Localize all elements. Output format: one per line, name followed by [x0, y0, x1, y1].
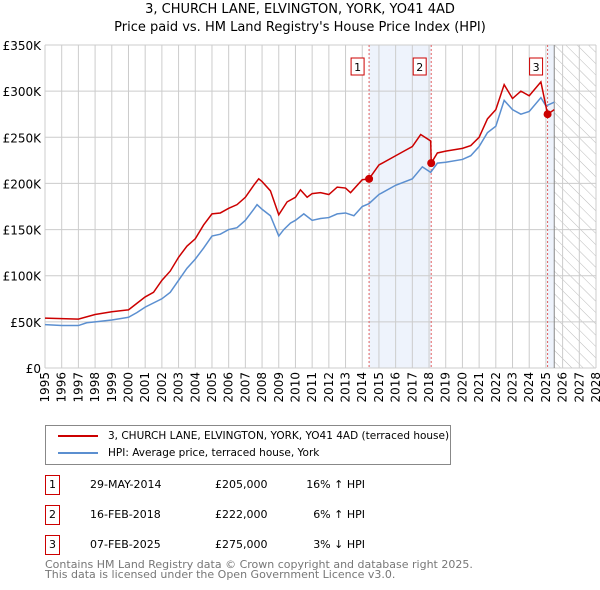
y-tick-label: £100K — [3, 270, 43, 284]
sale-point — [427, 159, 436, 168]
sale-label: 3 — [533, 61, 540, 74]
sale-label-box — [350, 57, 365, 76]
x-tick-label: 2008 — [255, 372, 269, 403]
y-tick-label: £0 — [26, 362, 41, 376]
y-tick-label: £150K — [3, 224, 43, 238]
x-tick-label: 2018 — [422, 372, 436, 403]
x-tick-label: 2028 — [589, 372, 600, 403]
sale-date: 07-FEB-2025 — [90, 538, 161, 551]
legend-label: 3, CHURCH LANE, ELVINGTON, YORK, YO41 4A… — [108, 430, 450, 442]
sale-label: 2 — [416, 61, 423, 74]
sale-point — [543, 110, 552, 119]
x-tick-label: 1996 — [55, 372, 69, 403]
x-tick-label: 2020 — [455, 372, 469, 403]
chart-title: 3, CHURCH LANE, ELVINGTON, YORK, YO41 4A… — [145, 2, 455, 17]
sale-price: £205,000 — [215, 478, 268, 491]
x-tick-label: 2010 — [288, 372, 302, 403]
x-tick-label: 2011 — [305, 372, 319, 403]
sale-date: 16-FEB-2018 — [90, 508, 161, 521]
x-tick-label: 2014 — [355, 372, 369, 403]
x-tick-label: 2017 — [405, 372, 419, 403]
x-tick-label: 2007 — [238, 372, 252, 403]
sale-hpi: 16% ↑ HPI — [306, 478, 365, 491]
x-tick-label: 2025 — [539, 372, 553, 403]
sale-row: 2 16-FEB-2018 £222,000 6% ↑ HPI — [45, 505, 445, 525]
footer-line: This data is licensed under the Open Gov… — [45, 568, 396, 581]
legend-label: HPI: Average price, terraced house, York — [108, 447, 320, 459]
y-tick-label: £200K — [3, 177, 43, 191]
chart-subtitle: Price paid vs. HM Land Registry's House … — [114, 20, 486, 35]
x-tick-label: 2022 — [489, 372, 503, 403]
sale-label-box — [412, 57, 427, 76]
x-tick-label: 2009 — [272, 372, 286, 403]
x-tick-label: 1998 — [88, 372, 102, 403]
property-price-line — [44, 80, 555, 320]
x-tick-label: 2024 — [522, 372, 536, 403]
forecast-hatch — [554, 45, 596, 368]
x-tick-label: 2026 — [556, 372, 570, 403]
y-tick-label: £250K — [3, 131, 43, 145]
x-tick-label: 1995 — [38, 372, 52, 403]
sale-label: 1 — [354, 61, 361, 74]
sale-date: 29-MAY-2014 — [90, 478, 162, 491]
sale-label-box — [529, 57, 544, 76]
x-tick-label: 2000 — [121, 372, 135, 403]
shaded-period — [547, 45, 555, 368]
x-tick-label: 1997 — [71, 372, 85, 403]
x-tick-label: 2012 — [322, 372, 336, 403]
x-tick-label: 2006 — [222, 372, 236, 403]
x-tick-label: 2002 — [155, 372, 169, 403]
x-tick-label: 2019 — [439, 372, 453, 403]
legend-item-property: 3, CHURCH LANE, ELVINGTON, YORK, YO41 4A… — [58, 428, 449, 444]
x-tick-label: 2003 — [172, 372, 186, 403]
shaded-period — [369, 45, 432, 368]
x-tick-label: 2023 — [506, 372, 520, 403]
x-tick-label: 2005 — [205, 372, 219, 403]
sale-hpi: 3% ↓ HPI — [313, 538, 365, 551]
legend: 3, CHURCH LANE, ELVINGTON, YORK, YO41 4A… — [45, 425, 451, 465]
x-tick-label: 2027 — [572, 372, 586, 403]
legend-item-hpi: HPI: Average price, terraced house, York — [58, 445, 319, 461]
x-tick-label: 1999 — [105, 372, 119, 403]
sale-marker-label: 3 — [45, 535, 60, 555]
y-tick-label: £50K — [10, 316, 42, 330]
sale-point — [365, 174, 374, 183]
x-tick-label: 2021 — [472, 372, 486, 403]
x-tick-label: 2015 — [372, 372, 386, 403]
footer: Contains HM Land Registry data © Crown c… — [45, 558, 473, 581]
sale-marker-label: 1 — [45, 475, 60, 495]
sale-price: £222,000 — [215, 508, 268, 521]
x-tick-label: 2001 — [138, 372, 152, 403]
x-tick-label: 2013 — [339, 372, 353, 403]
y-tick-label: £350K — [3, 39, 43, 53]
sale-row: 3 07-FEB-2025 £275,000 3% ↓ HPI — [45, 535, 445, 555]
x-tick-label: 2016 — [389, 372, 403, 403]
plot-area: £0 £50K £100K £150K £200K £250K £300K £350K 1995… — [3, 39, 600, 403]
sale-row: 1 29-MAY-2014 £205,000 16% ↑ HPI — [45, 475, 445, 495]
y-tick-label: £300K — [3, 85, 43, 99]
footer-line: Contains HM Land Registry data © Crown c… — [45, 558, 473, 571]
x-tick-label: 2004 — [188, 372, 202, 403]
sale-marker-label: 2 — [45, 505, 60, 525]
sale-price: £275,000 — [215, 538, 268, 551]
sale-hpi: 6% ↑ HPI — [313, 508, 365, 521]
hpi-line — [44, 96, 555, 327]
